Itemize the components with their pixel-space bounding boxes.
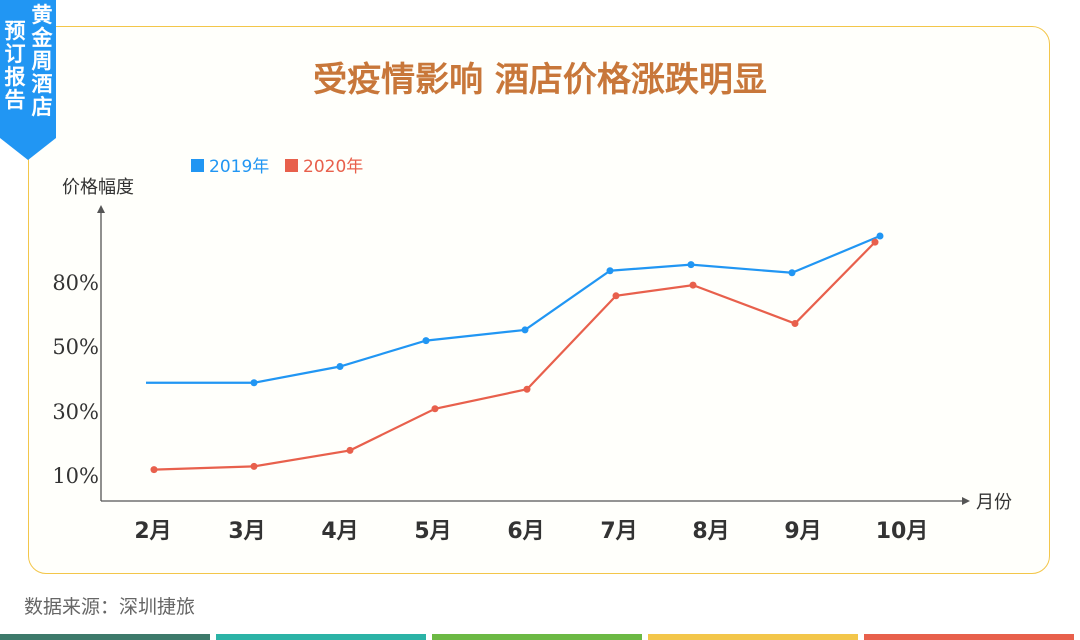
data-point <box>250 462 258 470</box>
data-point <box>150 466 158 474</box>
x-tick-label: 9月 <box>784 519 821 544</box>
x-tick-label: 2月 <box>134 519 171 544</box>
y-tick-label: 10% <box>52 464 99 488</box>
y-tick-label: 50% <box>52 335 99 359</box>
x-tick-label: 6月 <box>507 519 544 544</box>
x-tick-label: 8月 <box>692 519 729 544</box>
series-line <box>146 234 881 384</box>
x-axis-arrow <box>962 497 970 505</box>
data-point <box>521 326 529 334</box>
ribbon-text-golden-week: 黄金周酒店 <box>31 3 53 119</box>
bottom-color-bar <box>432 634 642 640</box>
y-tick-label: 30% <box>52 400 99 424</box>
x-tick-label: 4月 <box>321 519 358 544</box>
x-tick-label: 10月 <box>876 519 929 544</box>
x-tick-label: 5月 <box>414 519 451 544</box>
bottom-color-bar <box>0 634 210 640</box>
data-point <box>612 292 620 300</box>
data-point <box>876 232 884 240</box>
bottom-color-bar <box>216 634 426 640</box>
y-tick-label: 80% <box>52 271 99 295</box>
data-source: 数据来源：深圳捷旅 <box>24 596 196 618</box>
legend-label: 2019年 <box>209 157 269 177</box>
legend-swatch <box>285 159 298 172</box>
chart-legend: 2019年 2020年 <box>191 157 363 177</box>
chart-card <box>28 26 1050 574</box>
chart-title: 受疫情影响 酒店价格涨跌明显 <box>313 60 767 100</box>
bottom-color-bar <box>864 634 1074 640</box>
data-point <box>431 405 439 413</box>
ribbon-text-booking-report: 预订报告 <box>4 19 26 112</box>
data-point <box>346 446 354 454</box>
data-point <box>687 261 695 269</box>
data-point <box>336 363 344 370</box>
chart-series <box>146 232 884 474</box>
data-point <box>422 337 430 345</box>
data-point <box>791 320 799 328</box>
bottom-color-bar <box>648 634 858 640</box>
series-line <box>153 241 876 471</box>
data-point <box>689 281 697 289</box>
x-tick-label: 3月 <box>228 519 265 544</box>
y-axis-arrow <box>97 205 105 213</box>
data-point <box>250 379 258 387</box>
data-point <box>788 269 796 277</box>
x-axis-label: 月份 <box>976 492 1012 513</box>
ribbon-shape <box>0 0 56 160</box>
data-point <box>871 238 879 246</box>
report-ribbon: 黄金周酒店 预订报告 <box>0 0 56 160</box>
legend-label: 2020年 <box>303 157 363 177</box>
x-tick-label: 7月 <box>600 519 637 544</box>
data-point <box>523 385 531 393</box>
bottom-color-bars <box>0 634 1080 640</box>
y-axis-label: 价格幅度 <box>62 177 134 198</box>
data-point <box>606 267 614 275</box>
legend-swatch <box>191 159 204 172</box>
